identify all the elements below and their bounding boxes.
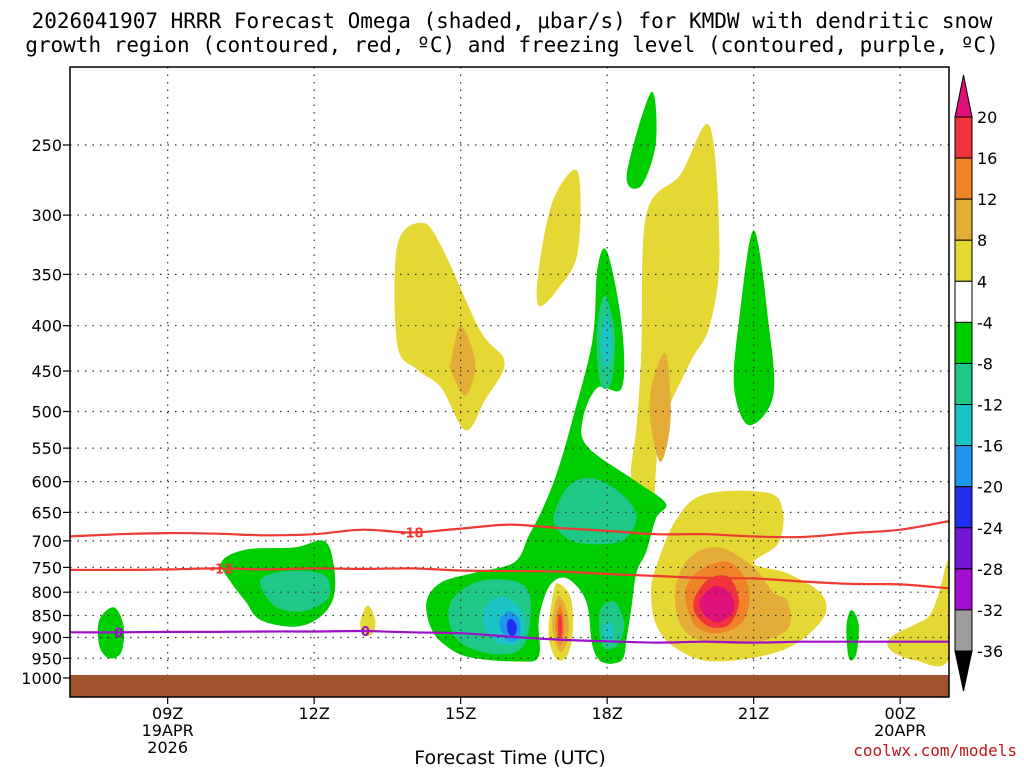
- chart-title-line-1: 2026041907 HRRR Forecast Omega (shaded, …: [31, 9, 993, 33]
- omega-region-8-1: [449, 325, 476, 396]
- y-tick-label-650: 650: [31, 503, 62, 522]
- x-tick-label-24-0: 00Z: [885, 704, 916, 723]
- colorbar-box-10: [954, 527, 973, 570]
- y-tick-label-400: 400: [31, 317, 62, 336]
- contour-line--18: [70, 520, 949, 539]
- y-tick-label-850: 850: [31, 607, 62, 626]
- colorbar-label-20: 20: [977, 108, 997, 127]
- y-tick-label-450: 450: [31, 362, 62, 381]
- x-tick-label-9-1: 19APR: [142, 721, 194, 740]
- omega-region--4-6: [733, 230, 775, 426]
- omega-region-4-2: [536, 169, 581, 307]
- y-tick-label-900: 900: [31, 628, 62, 647]
- colorbar-box-4: [954, 280, 973, 323]
- omega-region-4-0: [394, 222, 505, 431]
- plot-frame: [69, 66, 950, 698]
- omega-region-4-31: [887, 559, 949, 667]
- y-tick-label-950: 950: [31, 649, 62, 668]
- colorbar-label--4: -4: [977, 313, 993, 332]
- colorbar-box-8: [954, 445, 973, 488]
- omega-region-16-25: [557, 613, 563, 639]
- x-tick-label-18-0: 18Z: [592, 704, 623, 723]
- omega-region-8-4: [649, 352, 671, 462]
- y-tick-label-800: 800: [31, 583, 62, 602]
- contour-label--18: -18: [400, 527, 424, 542]
- omega-region--12-15: [601, 315, 613, 367]
- contour-label-0: 0: [361, 625, 370, 640]
- y-tick-label-1000: 1000: [21, 669, 62, 688]
- contour-line--12: [70, 567, 949, 590]
- omega-region--4-29: [846, 609, 859, 661]
- colorbar-label--16: -16: [977, 437, 1003, 456]
- colorbar-box-11: [954, 568, 973, 611]
- y-tick-label-250: 250: [31, 136, 62, 155]
- x-axis-label: Forecast Time (UTC): [414, 747, 605, 768]
- colorbar-top-triangle: [954, 74, 973, 118]
- colorbar-label-4: 4: [977, 272, 987, 291]
- colorbar-bottom-triangle: [954, 650, 973, 692]
- y-tick-label-700: 700: [31, 532, 62, 551]
- colorbar-box-7: [954, 404, 973, 447]
- colorbar-label--20: -20: [977, 478, 1003, 497]
- contour-label--12: -12: [210, 562, 234, 577]
- colorbar-label-12: 12: [977, 190, 997, 209]
- omega-region--8-27: [260, 570, 331, 612]
- colorbar-box-12: [954, 609, 973, 652]
- omega-region--20-19: [506, 618, 517, 636]
- ground-surface: [70, 675, 949, 697]
- chart-title-line-2: growth region (contoured, red, ºC) and f…: [25, 33, 999, 57]
- x-tick-label-21-0: 21Z: [738, 704, 769, 723]
- colorbar-label--12: -12: [977, 396, 1003, 415]
- y-tick-label-600: 600: [31, 473, 62, 492]
- colorbar-label--28: -28: [977, 560, 1003, 579]
- colorbar-box-0: [954, 116, 973, 159]
- credit-text: coolwx.com/models: [853, 741, 1017, 760]
- x-tick-label-9-2: 2026: [147, 738, 188, 757]
- x-tick-label-15-0: 15Z: [445, 704, 476, 723]
- colorbar-label--36: -36: [977, 642, 1003, 661]
- y-tick-label-350: 350: [31, 265, 62, 284]
- colorbar-box-9: [954, 486, 973, 529]
- omega-region-20-11: [699, 586, 735, 623]
- omega-region-4-3: [630, 123, 720, 519]
- y-tick-label-500: 500: [31, 403, 62, 422]
- omega-region-4-30: [360, 605, 376, 637]
- colorbar-label-16: 16: [977, 149, 997, 168]
- colorbar-box-2: [954, 198, 973, 241]
- colorbar-label--32: -32: [977, 601, 1003, 620]
- colorbar-box-3: [954, 239, 973, 282]
- y-tick-label-300: 300: [31, 206, 62, 225]
- contour-label-0: 0: [114, 626, 123, 641]
- y-tick-label-550: 550: [31, 439, 62, 458]
- y-tick-label-750: 750: [31, 558, 62, 577]
- omega-region--12-21: [602, 622, 615, 645]
- colorbar-label--24: -24: [977, 519, 1003, 538]
- colorbar-box-1: [954, 157, 973, 200]
- omega-region--8-13: [553, 478, 637, 545]
- x-tick-label-24-1: 20APR: [874, 721, 926, 740]
- colorbar-box-6: [954, 362, 973, 406]
- x-tick-label-9-0: 09Z: [152, 704, 183, 723]
- colorbar-label-8: 8: [977, 231, 987, 250]
- contour-line-0: [70, 629, 949, 644]
- omega-region--4-5: [626, 91, 657, 189]
- x-tick-label-12-0: 12Z: [299, 704, 330, 723]
- colorbar-label--8: -8: [977, 354, 993, 373]
- colorbar-box-5: [954, 321, 973, 364]
